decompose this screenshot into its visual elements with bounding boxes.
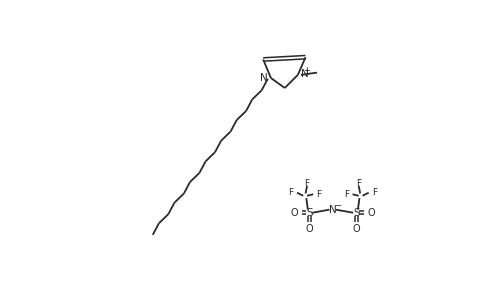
Text: O: O (306, 224, 313, 234)
Text: S: S (353, 208, 360, 218)
Text: F: F (356, 179, 361, 188)
Text: F: F (345, 190, 349, 199)
Text: F: F (372, 188, 377, 197)
Text: O: O (352, 224, 360, 234)
Text: N: N (329, 205, 336, 215)
Text: O: O (367, 208, 375, 218)
Text: N: N (260, 73, 268, 83)
Text: S: S (306, 208, 313, 218)
Text: F: F (288, 188, 294, 197)
Text: O: O (291, 208, 298, 218)
Text: −: − (335, 201, 341, 210)
Text: F: F (316, 190, 321, 199)
Text: F: F (305, 179, 309, 188)
Text: N: N (301, 69, 308, 79)
Text: +: + (303, 66, 310, 75)
